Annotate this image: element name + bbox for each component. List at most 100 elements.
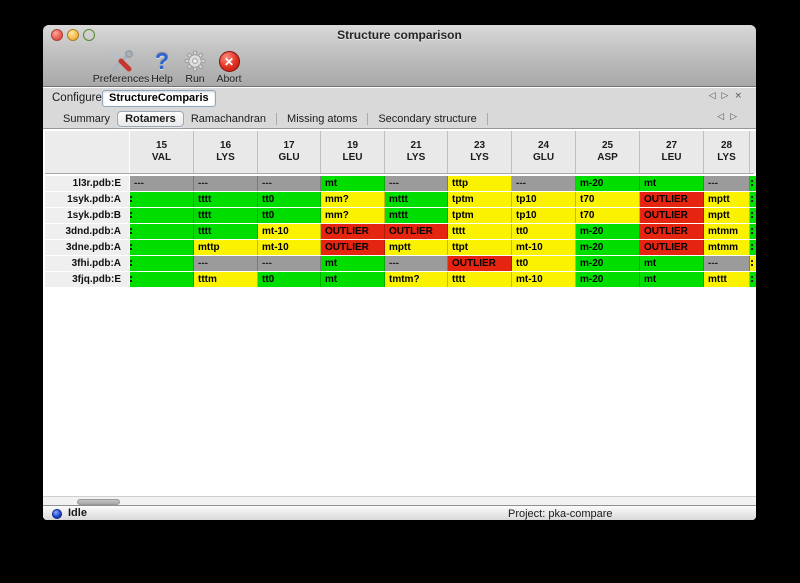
rotamer-cell[interactable]: mt [321,176,385,191]
table-row: --- --- mt --- OUTLIER tt0 m-20 mt --- [130,256,756,271]
tab-summary[interactable]: Summary [63,112,111,125]
rotamer-cell[interactable]: mt-10 [512,272,576,287]
rotamer-cell[interactable]: tmtm? [385,272,448,287]
preferences-button[interactable]: Preferences [88,47,154,85]
horizontal-scrollbar[interactable] [43,496,756,505]
tab-ramachandran[interactable]: Ramachandran [190,112,267,125]
rotamer-cell[interactable]: --- [258,256,321,271]
rotamer-cell[interactable]: tp10 [512,208,576,223]
rotamer-cell[interactable]: mt [640,176,704,191]
rotamer-cell[interactable]: m-20 [576,240,640,255]
rotamer-cell[interactable]: mt-10 [258,224,321,239]
rotamer-cell[interactable]: tt0 [258,192,321,207]
rotamer-cell[interactable]: tp10 [512,192,576,207]
rotamer-cell[interactable]: mt-10 [258,240,321,255]
rotamer-cell[interactable]: OUTLIER [640,208,704,223]
run-button[interactable]: Run [180,47,210,85]
rotamer-cell[interactable]: tt0 [512,256,576,271]
title-bar[interactable]: Structure comparison [43,25,756,45]
rotamer-cell[interactable]: --- [130,176,194,191]
configure-name-input[interactable] [102,89,216,107]
rotamer-cell[interactable]: --- [704,256,750,271]
rotamer-cell[interactable]: OUTLIER [448,256,512,271]
rotamer-cell[interactable]: mttt [704,272,750,287]
rotamer-cell[interactable]: tt0 [258,208,321,223]
table-row: mttp mt-10 OUTLIER mptt ttpt mt-10 m-20 OUTLIER… [130,240,756,255]
rotamer-cell[interactable]: m-20 [576,224,640,239]
rotamer-cell[interactable] [130,208,194,223]
rotamer-cell[interactable]: t70 [576,192,640,207]
tab-nav-left-icon[interactable]: ◁ [717,112,731,122]
rotamer-cell[interactable] [130,224,194,239]
rotamer-cell[interactable]: mptt [704,192,750,207]
rotamer-cell[interactable]: OUTLIER [640,240,704,255]
rotamer-cell[interactable]: tttt [194,192,258,207]
rotamer-cell[interactable]: OUTLIER [385,224,448,239]
nav-left-icon[interactable]: ◁ [708,91,722,101]
status-bar: Idle Project: pka-compare [43,505,756,520]
rotamer-cell[interactable]: tptm [448,208,512,223]
rotamer-cell[interactable]: t70 [576,208,640,223]
rotamer-cell[interactable]: tttt [448,272,512,287]
rotamer-cell[interactable]: --- [194,176,258,191]
rotamer-cell[interactable] [130,192,194,207]
rotamer-cell[interactable]: tttt [194,208,258,223]
rotamer-cell[interactable]: tttt [194,224,258,239]
rotamer-cell[interactable]: --- [385,256,448,271]
rotamer-cell[interactable] [130,240,194,255]
tab-secondary-structure[interactable]: Secondary structure [378,112,477,125]
tab-rotamers[interactable]: Rotamers [117,110,184,127]
rotamer-cell[interactable]: mtmm [704,240,750,255]
rotamer-cell[interactable]: OUTLIER [321,224,385,239]
rotamer-cell[interactable]: tptm [448,192,512,207]
rotamer-cell[interactable]: --- [258,176,321,191]
table-row: tttt tt0 mm? mttt tptm tp10 t70 OUTLIER mptt [130,208,756,223]
rotamer-cell[interactable]: mt-10 [512,240,576,255]
window-zoom-button[interactable] [83,29,95,41]
rotamer-cell[interactable]: m-20 [576,256,640,271]
window-minimize-button[interactable] [67,29,79,41]
rotamer-cell[interactable]: OUTLIER [640,192,704,207]
rotamer-cell[interactable]: --- [385,176,448,191]
scrollbar-thumb[interactable] [77,498,120,505]
tab-missing-atoms[interactable]: Missing atoms [287,112,358,125]
window-close-button[interactable] [51,29,63,41]
help-button[interactable]: ? Help [147,47,177,85]
rotamer-cell[interactable]: --- [194,256,258,271]
rotamer-cell[interactable]: OUTLIER [640,224,704,239]
rotamer-cell[interactable]: ttpt [448,240,512,255]
rotamer-cell[interactable]: mt [640,272,704,287]
rotamer-cell[interactable]: m-20 [576,176,640,191]
rotamer-cell[interactable]: mptt [704,208,750,223]
rotamer-cell[interactable]: --- [512,176,576,191]
rotamers-table: 15 VAL 16 LYS 17 GLU 19 LEU 21 LYS 23 LYS 24 GLU 25 ASP… [43,129,756,496]
abort-button[interactable]: ✕ Abort [210,47,248,85]
rotamer-cell[interactable]: --- [704,176,750,191]
rotamer-cell[interactable]: mttt [385,208,448,223]
row-label: 3fhi.pdb:A [45,256,129,271]
nav-right-icon[interactable]: ▷ [721,91,735,101]
rotamer-cell[interactable]: tttt [448,224,512,239]
rotamer-cell[interactable] [130,272,194,287]
column-header-clipped [750,131,756,173]
close-panel-icon[interactable]: × [734,91,748,101]
rotamer-cell[interactable]: mttp [194,240,258,255]
header-corner [45,131,129,173]
rotamer-cell[interactable]: tt0 [258,272,321,287]
rotamer-cell[interactable]: mt [640,256,704,271]
rotamer-cell[interactable]: mm? [321,208,385,223]
rotamer-cell[interactable]: OUTLIER [321,240,385,255]
rotamer-cell[interactable]: mm? [321,192,385,207]
rotamer-cell[interactable]: tttm [194,272,258,287]
rotamer-cell[interactable]: tttp [448,176,512,191]
tab-nav-right-icon[interactable]: ▷ [730,112,743,122]
rotamer-cell[interactable]: tt0 [512,224,576,239]
rotamer-cell[interactable]: mptt [385,240,448,255]
rotamer-cell[interactable] [130,256,194,271]
rotamer-cell[interactable]: mt [321,256,385,271]
rotamer-cell[interactable]: mt [321,272,385,287]
rotamer-cell[interactable]: mtmm [704,224,750,239]
rotamer-cell[interactable]: m-20 [576,272,640,287]
rotamer-cell[interactable]: mttt [385,192,448,207]
